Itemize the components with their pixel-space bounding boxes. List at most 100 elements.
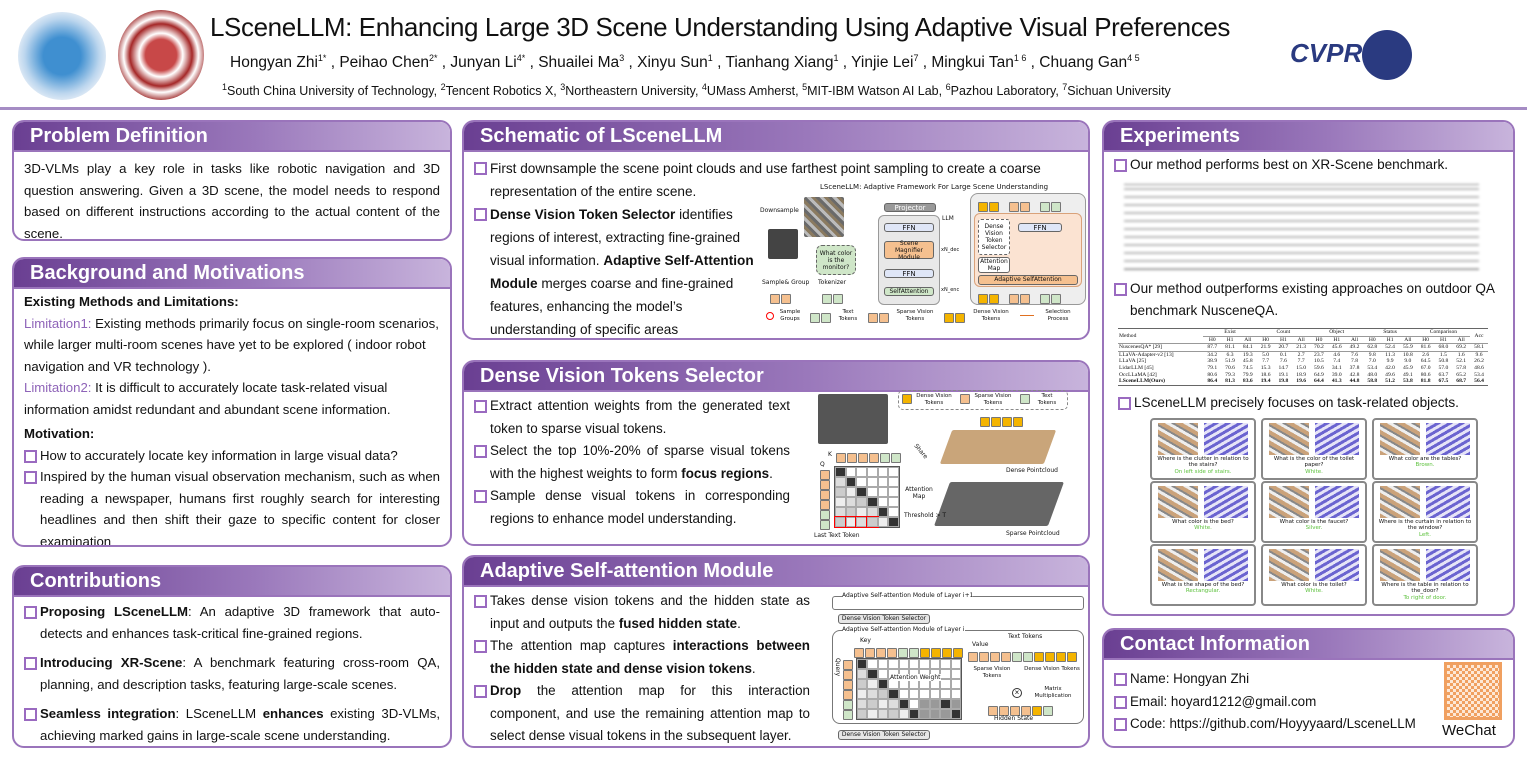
attention-image	[1426, 423, 1470, 455]
table-cell: 19.8	[1278, 378, 1289, 385]
table-cell: 70.6	[1225, 364, 1235, 371]
table-cell: 9.0	[1404, 358, 1412, 365]
table-cell: 67.5	[1438, 378, 1449, 385]
example-card: What color is the bed? White.	[1150, 481, 1256, 543]
scene-image	[1269, 549, 1309, 581]
panel-title: Problem Definition	[14, 122, 450, 152]
attention-cell	[950, 669, 961, 679]
sample-group-icon	[766, 312, 774, 320]
dense-selector-figure: Dense Vision Tokens Sparse Vision Tokens…	[806, 388, 1088, 542]
dense-pointcloud-image	[939, 430, 1057, 464]
example-card: Where is the clutter in relation to the …	[1150, 418, 1256, 480]
table-cell: 14.7	[1278, 364, 1289, 371]
table-cell: 58.1	[1474, 344, 1484, 351]
label: Adaptive Self-attention Module of Layer …	[842, 592, 974, 599]
problem-definition-panel: Problem Definition 3D-VLMs play a key ro…	[12, 120, 452, 241]
attention-cell	[888, 507, 899, 517]
table-cell: 57.0	[1438, 364, 1449, 371]
table-cell: 19.6	[1296, 378, 1307, 385]
table-row: LLaVA-Adapter-v2 [13] 34.2 6.3 19.3 5.0 0.1 2.…	[1118, 351, 1488, 358]
example-answer: Rectangular.	[1185, 588, 1221, 595]
attention-cell	[888, 699, 899, 709]
table-cell: 80.6	[1420, 371, 1431, 378]
header-cell: Comparison	[1416, 328, 1471, 337]
panel-title: Schematic of LSceneLLM	[464, 122, 1088, 152]
attention-cell	[888, 689, 899, 699]
contact-code-link[interactable]: Code: https://github.com/Hoyyyaard/Lscen…	[1114, 713, 1503, 736]
author: Peihao Chen2*	[339, 53, 438, 72]
contact-email[interactable]: Email: hoyard1212@gmail.com	[1114, 691, 1503, 714]
attention-cell	[877, 669, 889, 679]
attention-cell	[877, 689, 889, 699]
attention-image	[1426, 486, 1470, 518]
text: The attention map captures	[490, 638, 673, 653]
text: .	[769, 465, 773, 481]
table-cell: 81.3	[1225, 378, 1235, 385]
label: Threshold > T	[904, 512, 947, 519]
bullet: Drop the attention map for this interact…	[474, 680, 810, 746]
attention-cell	[845, 477, 857, 487]
attention-cell	[857, 699, 868, 709]
attention-cell	[898, 689, 909, 699]
bullet: How to accurately locate key information…	[24, 445, 440, 467]
header-cell: Status	[1363, 328, 1417, 337]
scene-image	[1158, 423, 1198, 455]
attention-cell	[844, 516, 858, 528]
header-cell: H1	[1333, 336, 1341, 343]
motivation-heading: Motivation:	[24, 426, 95, 441]
ffn-block: FFN	[884, 223, 934, 232]
cvpr-logo: CVPR	[1290, 30, 1440, 80]
text: existing 3D-VLMs, achieving marked gains…	[40, 706, 440, 743]
header-cell: H0	[1315, 336, 1323, 343]
table-row: OccLLaMA [42] 80.6 79.3 79.9 18.6 19.1 18.9 64.…	[1118, 372, 1488, 379]
legend-label: Sparse Vision Tokens	[974, 393, 1012, 406]
table-cell: 18.9	[1296, 371, 1307, 378]
table-cell: 84.1	[1242, 344, 1253, 351]
table-cell: 68.0	[1438, 344, 1449, 351]
attention-cell	[940, 669, 951, 679]
table-cell: 7.4	[1333, 358, 1341, 365]
table-cell: 79.1	[1207, 364, 1218, 371]
scene-image	[1380, 549, 1420, 581]
attention-cell	[877, 699, 889, 709]
table-cell: 15.3	[1260, 364, 1271, 371]
poster-header: LSceneLLM: Enhancing Large 3D Scene Unde…	[0, 0, 1527, 110]
attention-image	[1315, 423, 1359, 455]
example-question: What color is the bed?	[1172, 519, 1234, 525]
attention-cell	[929, 699, 941, 709]
table-cell: 7.0	[1368, 358, 1376, 365]
wechat-qr-code[interactable]	[1444, 662, 1502, 720]
attention-cell	[940, 679, 951, 689]
attention-cell	[867, 679, 878, 689]
header-cell: Exist	[1203, 328, 1257, 337]
table-cell: 51.9	[1225, 358, 1235, 365]
limitation-text: It is difficult to accurately locate tas…	[24, 380, 391, 417]
bullet: Seamless integration: LSceneLLM enhances…	[24, 703, 440, 746]
text: Takes dense vision tokens and the hidden…	[490, 593, 810, 631]
example-card: What color is the faucet? Silver.	[1261, 481, 1367, 543]
attention-cell	[888, 477, 899, 487]
attention-cell	[950, 689, 961, 699]
sparse-pointcloud-image	[933, 482, 1065, 526]
contributions-panel: Contributions Proposing LSceneLLM: An ad…	[12, 565, 452, 748]
table-cell: 65.2	[1456, 371, 1467, 378]
table-cell: 83.6	[1242, 378, 1253, 385]
header-cell: H1	[1440, 336, 1447, 343]
bold-text: Drop	[490, 683, 522, 698]
table-cell: 48.6	[1474, 364, 1484, 371]
bullet: Our method performs best on XR-Scene ben…	[1114, 154, 1503, 176]
ffn-block: FFN	[884, 269, 934, 278]
table-cell: 49.2	[1349, 344, 1360, 351]
table-cell: 53.8	[1402, 378, 1413, 385]
label: Sample& Group	[762, 279, 810, 286]
panel-title: Contact Information	[1104, 630, 1513, 660]
table-cell: 37.8	[1349, 364, 1360, 371]
attention-cell	[898, 659, 909, 669]
table-cell: 7.7	[1297, 358, 1305, 365]
panel-title: Adaptive Self-attention Module	[464, 557, 1088, 587]
attention-cell	[940, 659, 951, 669]
table-cell: 57.8	[1456, 364, 1467, 371]
limitation-label: Limitation1:	[24, 315, 92, 331]
attention-cell	[919, 709, 930, 719]
attention-cell	[888, 709, 899, 719]
